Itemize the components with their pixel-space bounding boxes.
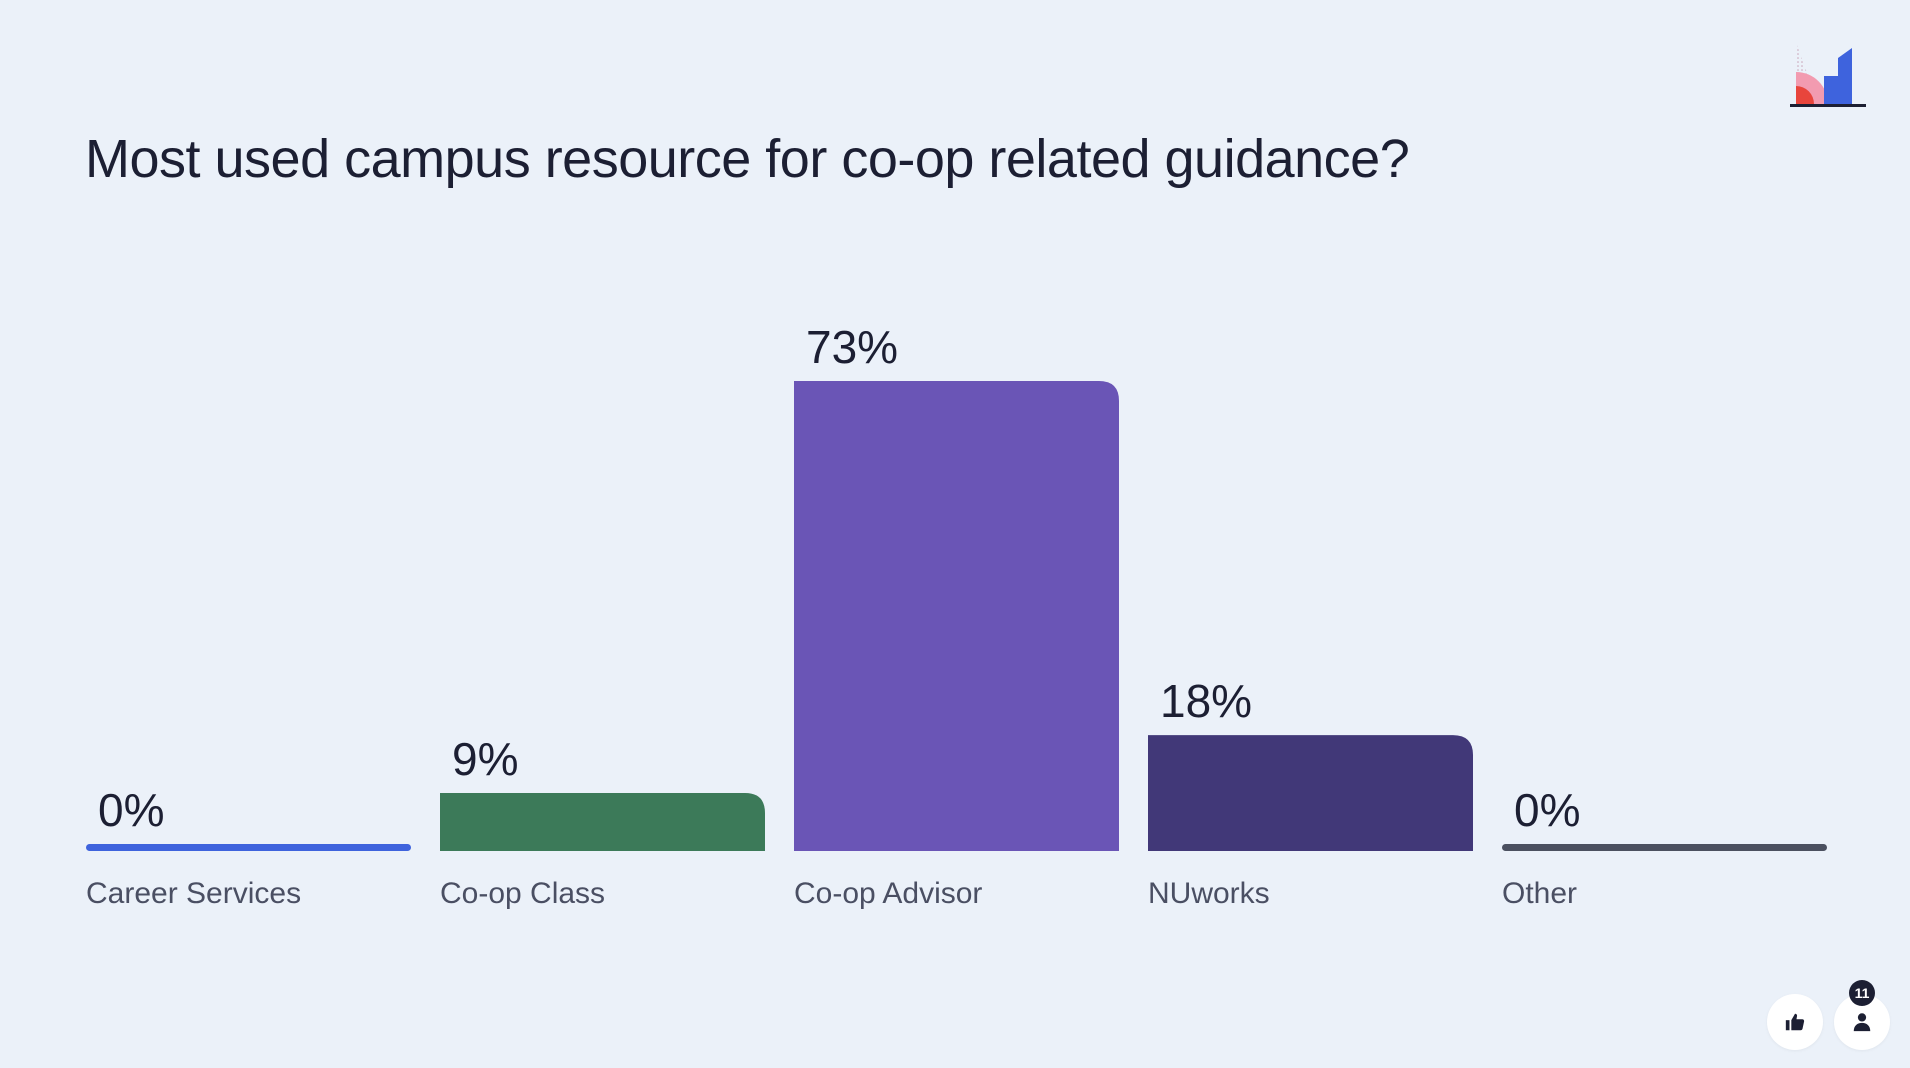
person-icon <box>1853 1013 1871 1032</box>
bar-career-services <box>86 844 411 851</box>
thumbs-up-icon <box>1785 1013 1805 1031</box>
mentimeter-logo-icon <box>1788 36 1870 110</box>
like-button[interactable] <box>1767 994 1823 1050</box>
bar-value-label: 0% <box>1514 784 1580 836</box>
bar-other <box>1502 844 1827 851</box>
bar-nuworks <box>1148 735 1473 851</box>
bar-category-label: Other <box>1502 877 1577 910</box>
question-title: Most used campus resource for co-op rela… <box>85 129 1410 189</box>
bar-category-label: Career Services <box>86 877 301 910</box>
bar-category-label: Co-op Class <box>440 877 605 910</box>
bar-value-label: 73% <box>806 321 898 373</box>
bar-value-label: 0% <box>98 784 164 836</box>
bars-layer: 0% Career Services 9% Co-op Class 73% Co-op A… <box>86 321 1827 910</box>
participants-count-badge: 11 <box>1849 980 1875 1006</box>
bar-co-op-class <box>440 793 765 851</box>
bar-co-op-advisor <box>794 381 1119 851</box>
bar-value-label: 9% <box>452 733 518 785</box>
bar-category-label: NUworks <box>1148 877 1270 910</box>
bar-value-label: 18% <box>1160 675 1252 727</box>
bar-category-label: Co-op Advisor <box>794 877 982 910</box>
